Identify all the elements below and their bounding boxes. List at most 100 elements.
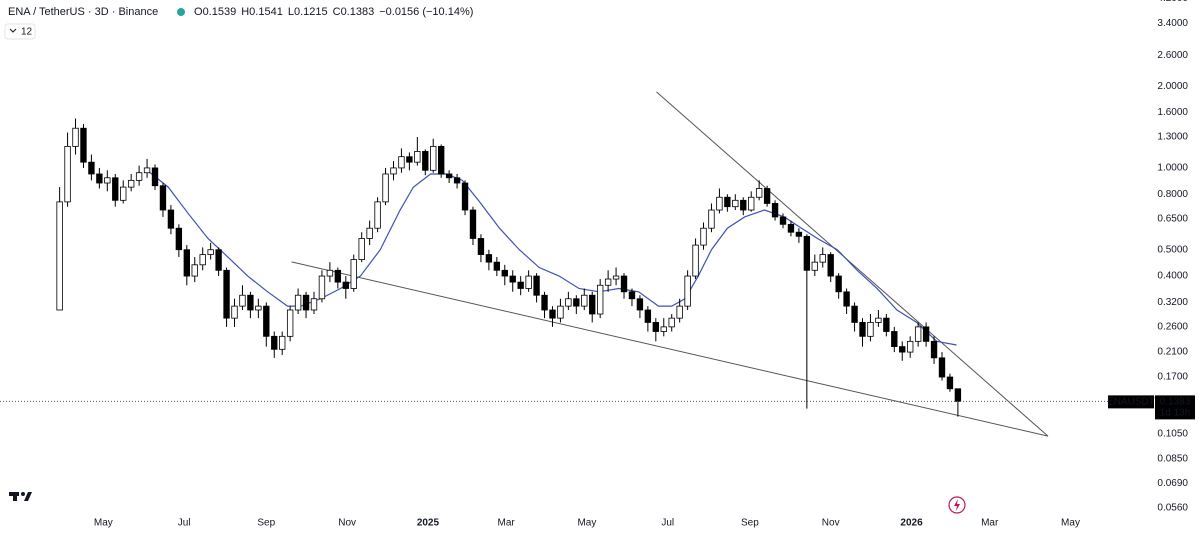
candle-body (811, 261, 818, 271)
price-tag (1155, 395, 1195, 420)
candle-body (453, 177, 461, 184)
candle-body (104, 177, 111, 184)
candle-body (835, 275, 842, 293)
candle-body (565, 298, 572, 307)
y-tick-label: 0.8000 (1157, 189, 1188, 200)
ohlc-header: O 0.1539 H 0.1541 L 0.1215 C 0.1383 −0.0156 (−10… (194, 6, 473, 18)
candle-body (668, 317, 675, 328)
x-tick-label: Mar (981, 518, 999, 529)
candle-body (96, 173, 103, 184)
y-tick-label: 0.0560 (1157, 503, 1188, 514)
candle-body (692, 244, 699, 277)
candle-body (438, 146, 445, 175)
candle-body (263, 305, 270, 337)
candle-body (899, 346, 906, 353)
candle-body (310, 298, 318, 311)
candle-body (787, 223, 795, 233)
candle-body (231, 305, 238, 319)
candle-body (748, 196, 755, 211)
candle-body (549, 309, 556, 319)
candle-body (660, 326, 667, 332)
candle-body (199, 254, 206, 266)
y-tick-label: 0.1700 (1157, 372, 1188, 383)
candle-body (445, 173, 453, 179)
candle-body (914, 326, 922, 342)
y-tick-label: 0.0690 (1157, 478, 1188, 489)
candle-body (247, 294, 254, 311)
candle-body (80, 127, 87, 163)
candle-body (414, 151, 421, 163)
moving-average-line (146, 169, 957, 346)
indicator-count: 12 (21, 27, 33, 38)
x-tick-label: 2025 (417, 518, 440, 529)
y-tick-label: 0.0850 (1157, 453, 1188, 464)
candle-body (779, 216, 787, 225)
candle-body (485, 254, 493, 263)
candle-body (422, 151, 429, 171)
y-tick-label: 0.2100 (1157, 347, 1188, 358)
candle-body (223, 269, 230, 319)
x-tick-label: May (1061, 518, 1080, 529)
lightning-button[interactable] (948, 496, 966, 514)
candle-body (398, 156, 405, 169)
candle-body (342, 281, 349, 289)
candle-body (143, 167, 151, 174)
ohlc-label: O (194, 6, 203, 18)
candle-body (382, 173, 389, 203)
candle-body (167, 209, 175, 229)
candle-body (525, 275, 532, 289)
candle-body (891, 331, 898, 347)
candle-body (771, 203, 779, 218)
candle-body (581, 294, 588, 307)
candle-body (875, 317, 882, 323)
candle-body (740, 199, 747, 211)
candle-body (589, 294, 596, 315)
ohlc-value: 0.1383 (341, 6, 375, 18)
candle-body (596, 284, 604, 315)
candle-body (732, 199, 739, 208)
y-tick-label: 0.2600 (1157, 322, 1188, 333)
candle-body (620, 275, 628, 293)
candle-body (215, 249, 222, 271)
candle-body (191, 264, 198, 277)
trendline (291, 261, 1049, 437)
ohlc-value: 0.1541 (249, 6, 283, 18)
candle-body (430, 146, 437, 171)
countdown: 1d 13h (1160, 408, 1191, 419)
x-tick-label: Nov (338, 518, 356, 529)
candle-body (716, 196, 723, 211)
candle-body (938, 357, 946, 378)
plot-area (56, 91, 1049, 437)
ohlc-label: L (288, 6, 294, 18)
ohlc-value: 0.1215 (294, 6, 328, 18)
y-tick-label: 0.3200 (1157, 297, 1188, 308)
candle-body (469, 209, 477, 239)
candle-body (907, 340, 914, 353)
candle-body (64, 146, 71, 203)
candle-body (294, 294, 302, 311)
x-tick-label: Mar (497, 518, 515, 529)
candle-body (644, 309, 652, 323)
candle-body (88, 161, 95, 175)
y-tick-label: 1.0000 (1157, 163, 1188, 174)
candle-body (127, 179, 135, 188)
candle-body (700, 227, 707, 246)
y-tick-label: 3.4000 (1157, 18, 1188, 29)
candle-body (867, 322, 874, 337)
symbol-title: ENA / TetherUS · 3D · Binance (8, 6, 158, 18)
y-tick-label: 1.6000 (1157, 107, 1188, 118)
candle-body (851, 305, 858, 323)
candle-body (763, 188, 771, 204)
market-status-dot (177, 8, 185, 16)
candle-body (175, 227, 183, 251)
candle-body (612, 275, 620, 280)
price-tag-value: 0.1383 (1160, 397, 1191, 408)
x-tick-label: May (577, 518, 596, 529)
indicator-toggle[interactable] (4, 23, 36, 40)
x-tick-label: Nov (822, 518, 840, 529)
candle-body (461, 182, 469, 211)
x-tick-label: Sep (741, 518, 759, 529)
candle-body (326, 269, 334, 277)
